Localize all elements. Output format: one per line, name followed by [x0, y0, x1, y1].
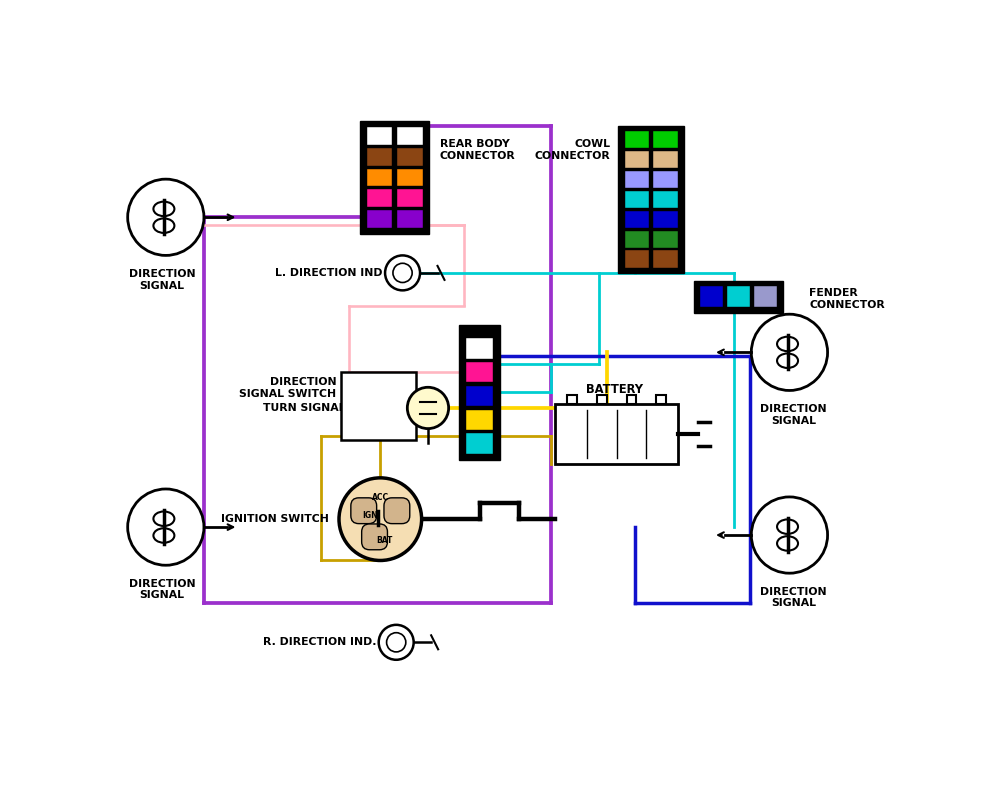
- Bar: [754, 286, 777, 307]
- Bar: [459, 325, 500, 460]
- Text: BAT: BAT: [377, 536, 392, 545]
- Text: R. DIRECTION IND.: R. DIRECTION IND.: [263, 638, 377, 647]
- Bar: [367, 127, 392, 145]
- Bar: [367, 169, 392, 186]
- Bar: [626, 395, 636, 404]
- Text: BATTERY: BATTERY: [586, 383, 643, 396]
- Bar: [624, 210, 649, 228]
- Text: FENDER
CONNECTOR: FENDER CONNECTOR: [810, 288, 885, 310]
- Text: ACC: ACC: [372, 493, 388, 502]
- Circle shape: [407, 387, 449, 429]
- Text: DIRECTION
SIGNAL SWITCH: DIRECTION SIGNAL SWITCH: [240, 378, 337, 399]
- Text: DIRECTION
SIGNAL: DIRECTION SIGNAL: [129, 269, 195, 290]
- Bar: [396, 169, 423, 186]
- Text: TURN SIGNAL FLASHER: TURN SIGNAL FLASHER: [263, 403, 404, 413]
- Text: DIRECTION
SIGNAL: DIRECTION SIGNAL: [760, 586, 826, 608]
- Bar: [367, 148, 392, 166]
- Bar: [653, 191, 678, 208]
- Bar: [653, 230, 678, 248]
- Bar: [360, 122, 429, 234]
- Text: IGNITION SWITCH: IGNITION SWITCH: [221, 514, 329, 524]
- Bar: [624, 230, 649, 248]
- Bar: [396, 210, 423, 228]
- Bar: [367, 210, 392, 228]
- Bar: [656, 395, 666, 404]
- Circle shape: [751, 497, 827, 573]
- Bar: [466, 362, 494, 382]
- Bar: [653, 131, 678, 148]
- Bar: [624, 250, 649, 267]
- Bar: [466, 434, 494, 454]
- Bar: [618, 126, 684, 274]
- Text: L. DIRECTION IND: L. DIRECTION IND: [275, 268, 383, 278]
- Bar: [396, 190, 423, 207]
- Bar: [597, 395, 606, 404]
- Bar: [367, 190, 392, 207]
- FancyBboxPatch shape: [351, 498, 377, 524]
- Bar: [653, 171, 678, 188]
- FancyBboxPatch shape: [384, 498, 409, 524]
- Bar: [466, 338, 494, 358]
- Bar: [396, 148, 423, 166]
- Bar: [341, 372, 416, 440]
- Bar: [653, 250, 678, 267]
- Circle shape: [339, 478, 421, 561]
- Bar: [396, 127, 423, 145]
- Bar: [624, 131, 649, 148]
- Bar: [694, 281, 783, 313]
- Circle shape: [751, 314, 827, 390]
- Circle shape: [379, 625, 413, 660]
- Bar: [653, 210, 678, 228]
- Text: IGN: IGN: [362, 510, 378, 519]
- Text: DIRECTION
SIGNAL: DIRECTION SIGNAL: [760, 404, 826, 426]
- Bar: [555, 404, 678, 463]
- Bar: [466, 410, 494, 430]
- FancyBboxPatch shape: [362, 524, 387, 550]
- Text: COWL
CONNECTOR: COWL CONNECTOR: [535, 139, 610, 161]
- Bar: [624, 171, 649, 188]
- Bar: [700, 286, 723, 307]
- Bar: [653, 151, 678, 168]
- Bar: [727, 286, 750, 307]
- Text: DIRECTION
SIGNAL: DIRECTION SIGNAL: [129, 578, 195, 600]
- Bar: [624, 151, 649, 168]
- Bar: [624, 191, 649, 208]
- Text: REAR BODY
CONNECTOR: REAR BODY CONNECTOR: [440, 139, 515, 161]
- Bar: [568, 395, 577, 404]
- Circle shape: [128, 179, 204, 255]
- Circle shape: [385, 255, 420, 290]
- Bar: [466, 386, 494, 406]
- Circle shape: [128, 489, 204, 566]
